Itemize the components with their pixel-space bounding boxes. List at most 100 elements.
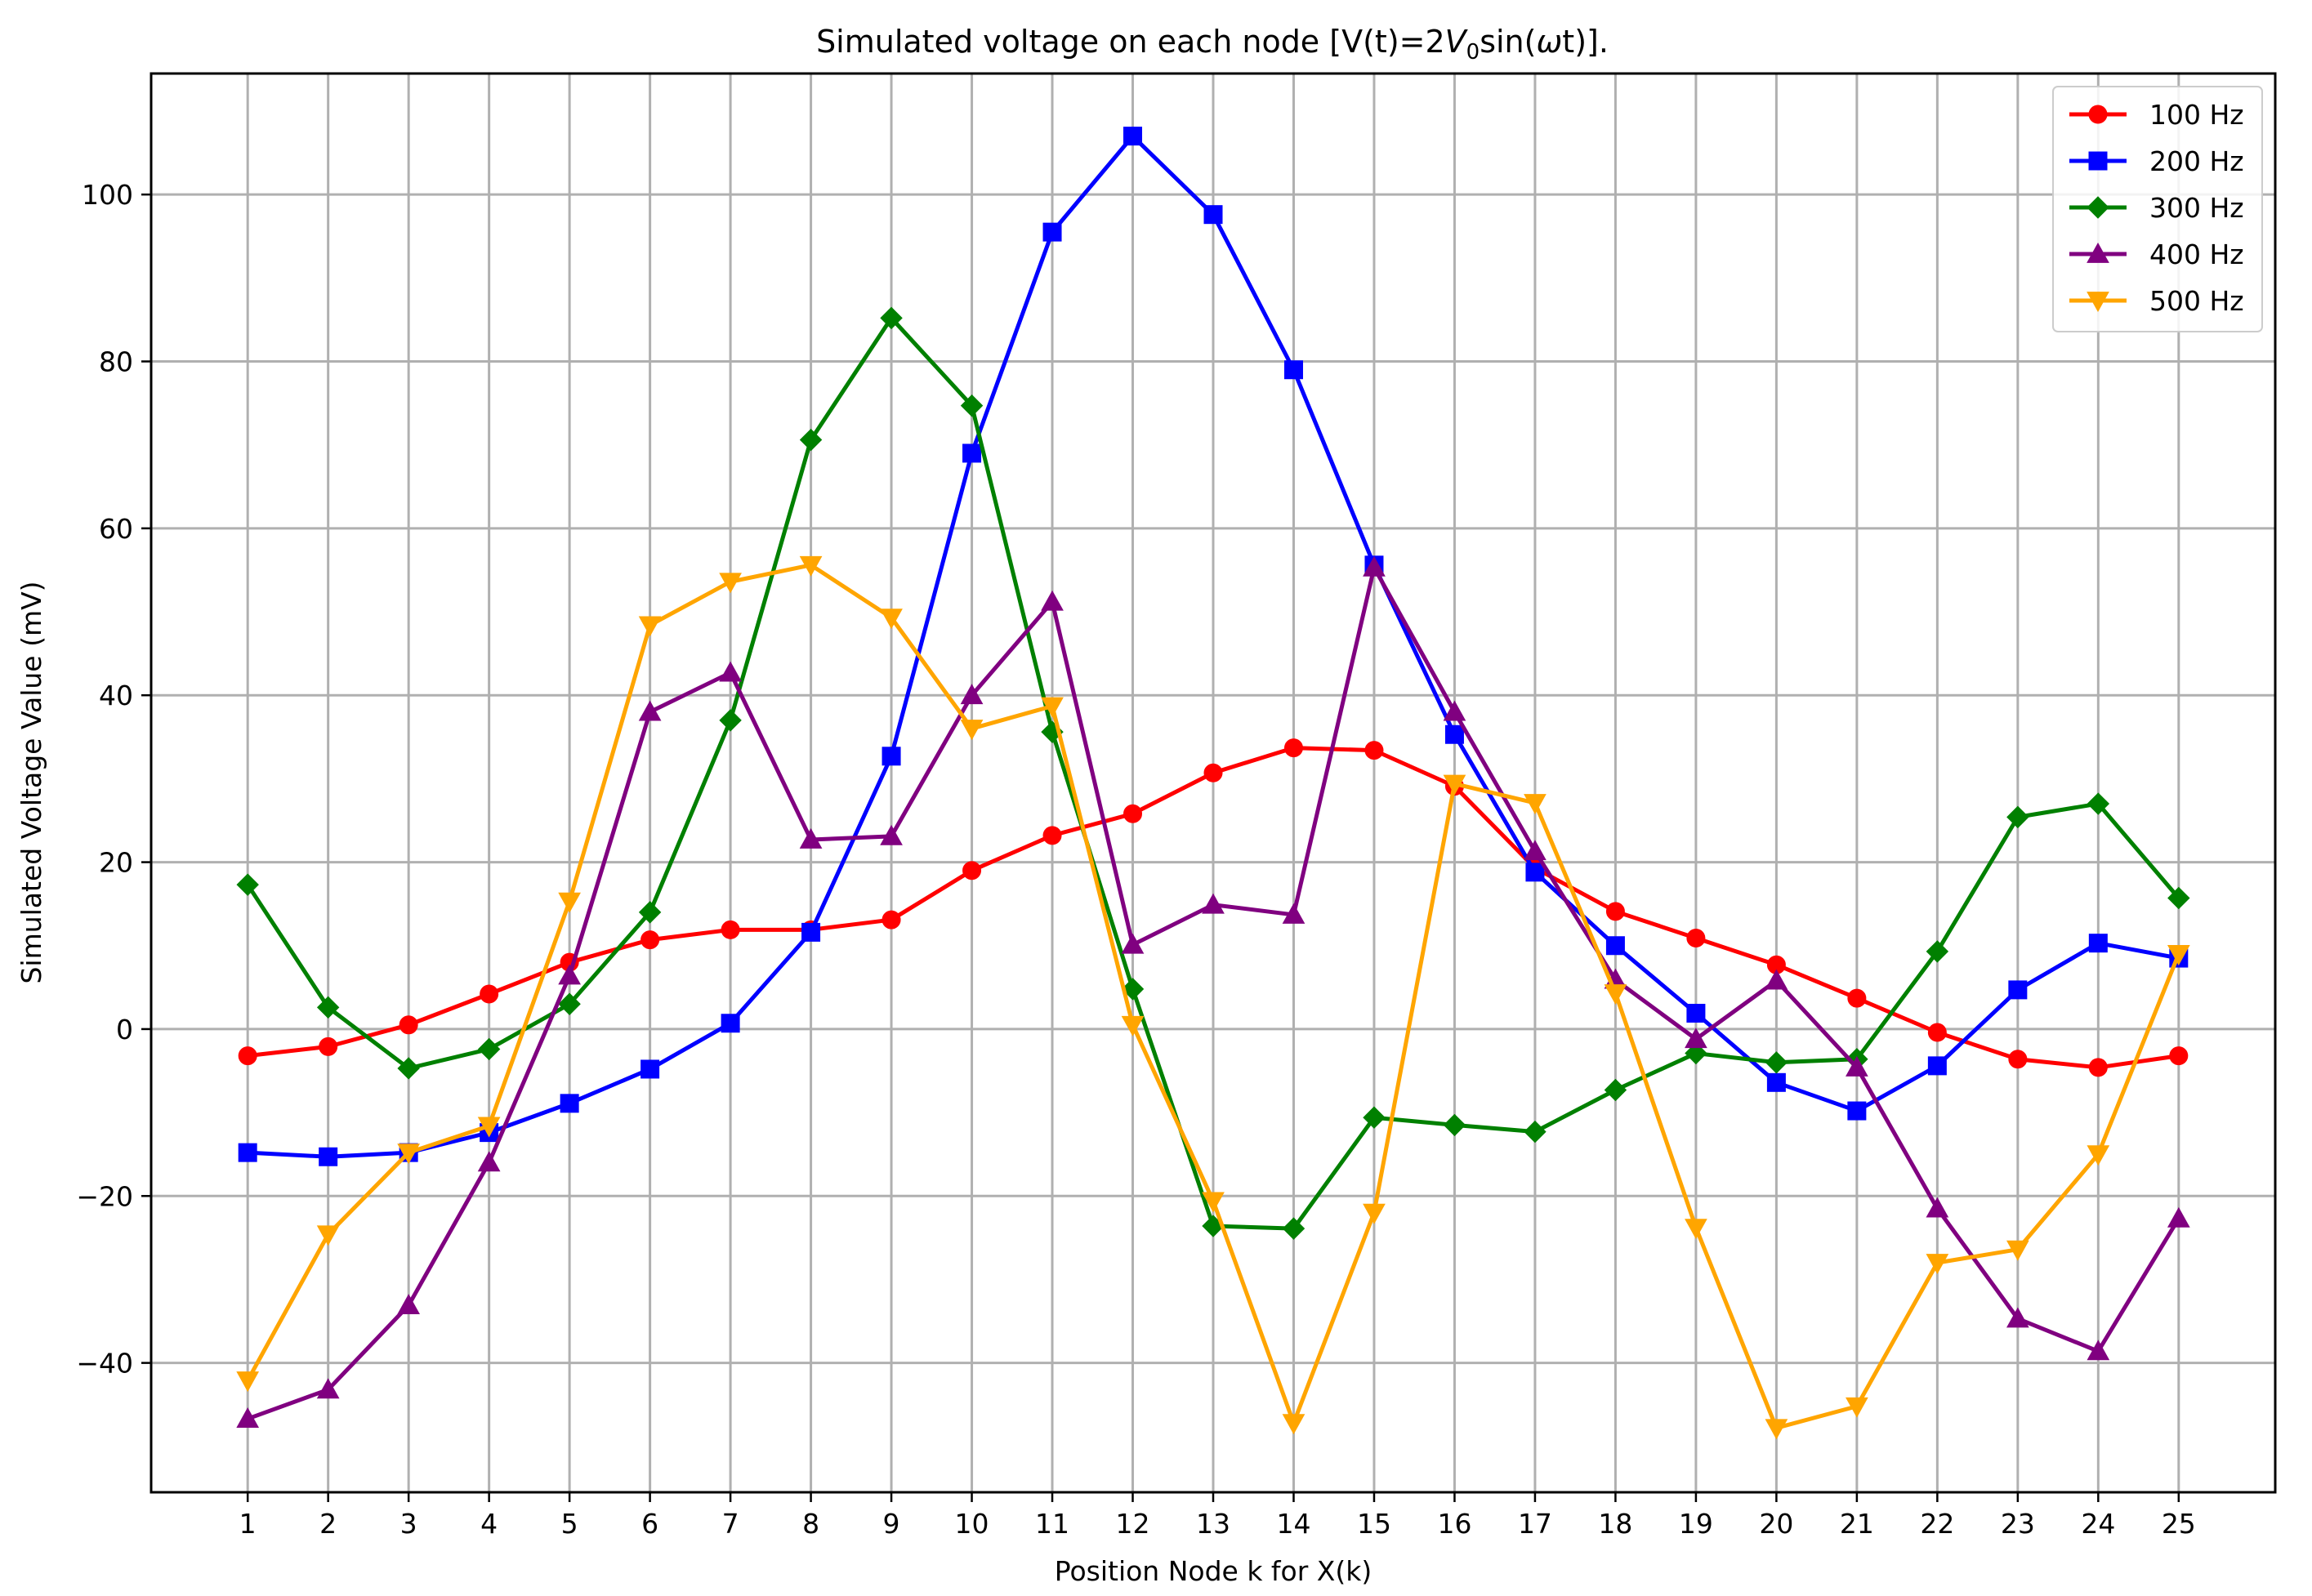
data-point-400-hz	[1926, 1197, 1949, 1218]
y-tick-label: 60	[99, 513, 133, 545]
data-point-200-hz	[319, 1147, 338, 1166]
data-point-500-hz	[316, 1225, 340, 1246]
data-point-400-hz	[1282, 903, 1306, 924]
x-tick-label: 4	[480, 1508, 498, 1540]
x-tick-label: 12	[1116, 1508, 1150, 1540]
x-tick-label: 22	[1920, 1508, 1954, 1540]
y-tick-label: 80	[99, 346, 133, 378]
data-point-300-hz	[638, 901, 662, 924]
x-tick-label: 3	[400, 1508, 417, 1540]
data-point-100-hz	[1847, 988, 1867, 1008]
x-tick-label: 16	[1437, 1508, 1471, 1540]
data-point-300-hz	[1604, 1078, 1627, 1102]
data-point-400-hz	[1685, 1028, 1707, 1049]
x-tick-label: 24	[2081, 1508, 2115, 1540]
data-point-200-hz	[1605, 936, 1625, 956]
data-point-100-hz	[238, 1046, 257, 1066]
data-point-400-hz	[316, 1378, 340, 1399]
legend-label-300-hz: 300 Hz	[2149, 192, 2244, 224]
x-tick-label: 6	[641, 1508, 658, 1540]
data-point-500-hz	[2087, 1145, 2110, 1166]
data-point-100-hz	[2088, 1058, 2108, 1077]
data-point-300-hz	[880, 306, 903, 330]
x-tick-label: 18	[1598, 1508, 1632, 1540]
data-point-100-hz	[1927, 1023, 1947, 1042]
data-point-100-hz	[640, 930, 660, 950]
y-tick-label: 0	[116, 1014, 133, 1045]
data-point-200-hz	[1686, 1004, 1706, 1023]
data-point-300-hz	[2167, 886, 2190, 910]
series-500-hz	[236, 555, 2190, 1440]
data-point-200-hz	[1123, 127, 1143, 146]
data-point-400-hz	[1524, 840, 1547, 861]
data-point-500-hz	[1443, 774, 1466, 796]
data-point-300-hz	[1926, 940, 1949, 963]
data-point-500-hz	[638, 616, 662, 637]
legend: 100 Hz 200 Hz 300 Hz 400 Hz 500 Hz	[2052, 86, 2263, 332]
data-point-500-hz	[1524, 794, 1547, 815]
x-axis-label: Position Node k for X(k)	[1055, 1555, 1372, 1587]
data-point-300-hz	[1282, 1217, 1306, 1240]
data-point-500-hz	[397, 1144, 421, 1165]
title-sub: 0	[1466, 40, 1480, 65]
data-point-500-hz	[880, 609, 903, 630]
data-point-300-hz	[316, 996, 340, 1019]
x-tick-label: 19	[1679, 1508, 1713, 1540]
data-point-300-hz	[558, 992, 581, 1015]
data-point-400-hz	[477, 1151, 501, 1172]
data-point-300-hz	[719, 709, 742, 732]
data-point-200-hz	[1203, 205, 1223, 225]
y-tick-label: 20	[99, 847, 133, 879]
data-point-400-hz	[2167, 1206, 2190, 1228]
ticks: 1 2 3 4 5 6 7 8 9 10 11 12 13 14 15 16 17 18 19 20 21 22 23 24 2…	[76, 179, 2195, 1540]
data-point-400-hz	[1121, 933, 1145, 954]
x-tick-label: 20	[1759, 1508, 1793, 1540]
data-point-400-hz	[1041, 590, 1064, 611]
data-point-500-hz	[2006, 1240, 2029, 1261]
title-var: V	[1445, 24, 1469, 60]
data-point-500-hz	[2167, 945, 2190, 965]
x-tick-label: 2	[319, 1508, 337, 1540]
data-point-400-hz	[960, 684, 984, 705]
data-point-500-hz	[719, 573, 742, 594]
data-point-400-hz	[558, 964, 581, 985]
x-tick-label: 15	[1357, 1508, 1391, 1540]
data-point-200-hz	[1847, 1101, 1867, 1121]
data-point-300-hz	[960, 394, 984, 417]
data-point-400-hz	[1846, 1055, 1868, 1077]
y-tick-label: 100	[82, 179, 133, 211]
legend-marker-300-hz	[2087, 196, 2109, 219]
data-point-200-hz	[801, 922, 821, 942]
data-point-200-hz	[1766, 1072, 1786, 1092]
data-point-400-hz	[880, 824, 903, 845]
data-point-500-hz	[1846, 1397, 1868, 1418]
data-point-200-hz	[238, 1143, 257, 1162]
data-point-400-hz	[2006, 1307, 2029, 1328]
data-point-100-hz	[1283, 738, 1303, 758]
y-tick-label: −40	[76, 1348, 133, 1380]
data-point-100-hz	[1123, 804, 1143, 823]
data-point-500-hz	[1121, 1015, 1145, 1037]
data-point-100-hz	[480, 984, 499, 1004]
x-tick-label: 13	[1196, 1508, 1230, 1540]
data-point-400-hz	[2087, 1340, 2110, 1361]
data-point-200-hz	[2088, 934, 2108, 953]
chart-title: Simulated voltage on each node [V(t)=2V0…	[816, 24, 1609, 65]
legend-label-100-hz: 100 Hz	[2149, 99, 2244, 131]
data-point-400-hz	[236, 1407, 260, 1428]
y-axis-label: Simulated Voltage Value (mV)	[16, 581, 47, 983]
data-point-300-hz	[1765, 1051, 1788, 1074]
data-point-300-hz	[397, 1057, 420, 1080]
data-point-200-hz	[640, 1059, 660, 1079]
data-point-100-hz	[1364, 741, 1384, 760]
data-point-300-hz	[236, 873, 259, 896]
data-point-300-hz	[2087, 792, 2110, 815]
data-point-400-hz	[397, 1294, 421, 1315]
data-point-100-hz	[2169, 1046, 2189, 1066]
title-omega: ω	[1536, 24, 1562, 60]
data-point-400-hz	[1443, 700, 1466, 721]
data-point-400-hz	[1202, 893, 1225, 914]
data-point-200-hz	[1042, 222, 1062, 242]
series-400-hz	[236, 555, 2190, 1428]
